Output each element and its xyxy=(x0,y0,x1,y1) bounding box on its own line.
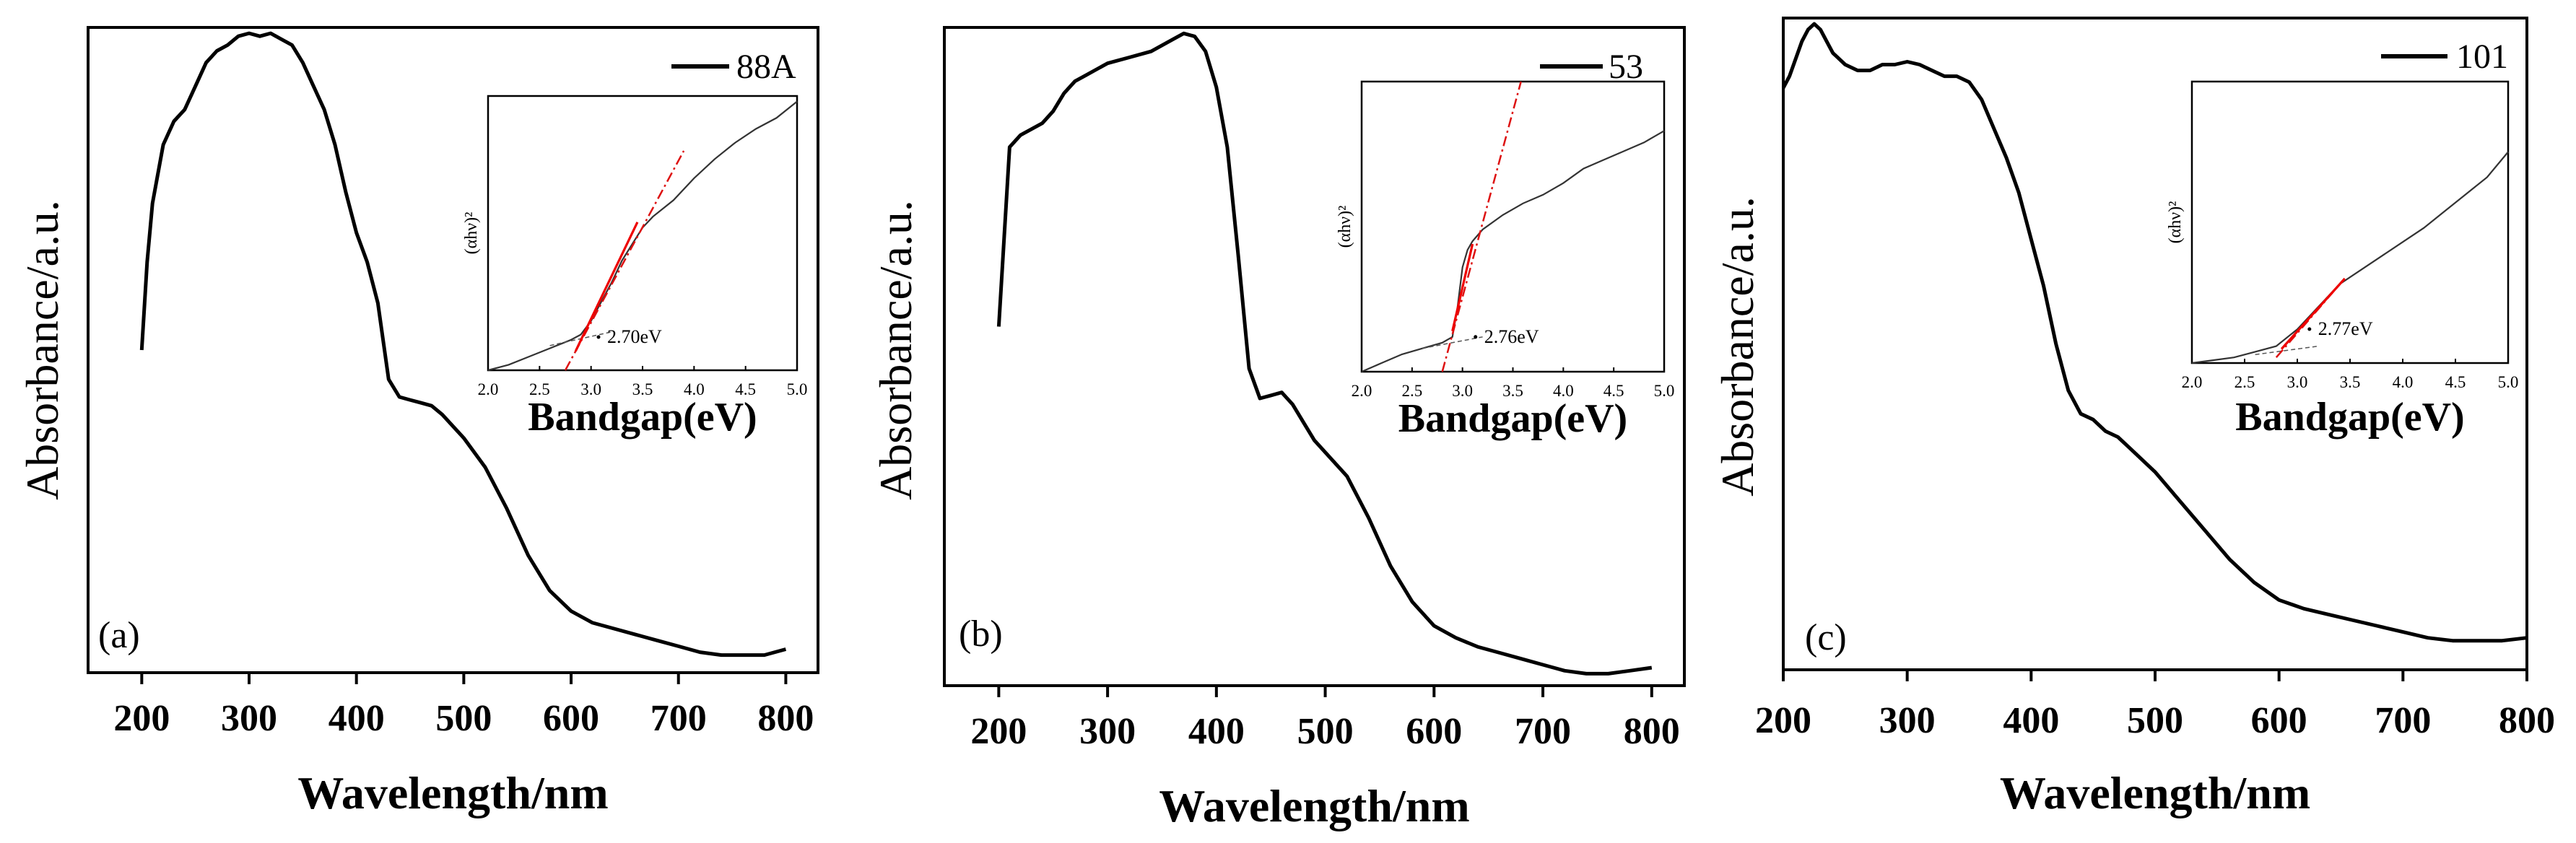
x-tick-label: 300 xyxy=(1079,711,1136,752)
inset-x-tick-label: 5.0 xyxy=(2498,373,2519,391)
inset-annotation-dot xyxy=(596,335,601,339)
inset-baseline-line xyxy=(2255,345,2319,356)
inset-y-axis-label: (αhν)² xyxy=(1336,206,1354,248)
inset-x-tick-label: 4.0 xyxy=(684,380,705,398)
inset-x-tick-label: 4.5 xyxy=(735,380,756,398)
inset-x-tick-label: 3.5 xyxy=(2340,373,2361,391)
x-axis-label: Wavelength/nm xyxy=(2000,767,2310,818)
inset-fit-segment xyxy=(574,222,639,352)
plot-frame xyxy=(943,26,1686,687)
inset-bandgap-annotation: 2.77eV xyxy=(2318,318,2373,339)
inset-x-tick-label: 2.5 xyxy=(2235,373,2255,391)
inset-x-tick-label: 4.0 xyxy=(2393,373,2414,391)
inset-fit-segment xyxy=(2280,277,2346,350)
legend-label: 101 xyxy=(2456,38,2508,76)
inset-x-axis-label: Bandgap(eV) xyxy=(2235,395,2464,440)
inset-x-tick-label: 5.0 xyxy=(1654,382,1675,400)
absorbance-curve xyxy=(996,31,1653,676)
absorbance-curve xyxy=(1781,22,2528,643)
x-tick-label: 200 xyxy=(970,711,1027,752)
inset-frame xyxy=(487,95,799,372)
inset-x-tick-label: 2.0 xyxy=(478,380,499,398)
inset-x-tick-label: 3.0 xyxy=(1452,382,1473,400)
inset-bandgap-annotation: 2.76eV xyxy=(1484,326,1539,347)
inset-x-tick-label: 2.5 xyxy=(1401,382,1422,400)
inset-x-tick-label: 3.5 xyxy=(1502,382,1523,400)
inset-x-tick-label: 4.0 xyxy=(1553,382,1574,400)
inset-tauc-curve xyxy=(487,100,798,372)
y-axis-label: Absorbance/a.u. xyxy=(870,200,921,500)
inset-x-tick-label: 3.5 xyxy=(632,380,653,398)
absorbance-curve xyxy=(139,31,787,658)
inset-y-axis-label: (αhν)² xyxy=(2166,201,2185,244)
x-tick-label: 300 xyxy=(221,698,277,739)
inset-y-axis-label: (αhν)² xyxy=(462,212,481,255)
panel-a: 200 300 400 500 600 700 800 Wavelength/nm Absorb… xyxy=(17,26,819,818)
panel-label: (a) xyxy=(98,615,140,656)
x-tick-label: 400 xyxy=(328,698,385,739)
inset-chart: 2.0 2.5 3.0 3.5 4.0 4.5 5.0 2.76eV Bandgap(eV) (α… xyxy=(1336,80,1675,441)
x-tick-label: 700 xyxy=(1515,711,1571,752)
inset-bandgap-annotation: 2.70eV xyxy=(607,326,662,347)
x-tick-label: 400 xyxy=(2003,700,2059,741)
legend-label: 53 xyxy=(1609,48,1643,86)
inset-x-tick-label: 2.0 xyxy=(1352,382,1372,400)
inset-tauc-curve xyxy=(2191,151,2509,364)
x-tick-label: 600 xyxy=(543,698,599,739)
panel-label: (c) xyxy=(1805,617,1847,658)
legend-label: 88A xyxy=(736,48,796,86)
panel-b: 200 300 400 500 600 700 800 Wavelength/nm Absorb… xyxy=(870,26,1686,831)
inset-annotation-dot xyxy=(2307,327,2312,331)
inset-x-tick-label: 2.5 xyxy=(529,380,550,398)
x-tick-label: 600 xyxy=(1406,711,1462,752)
x-tick-label: 700 xyxy=(650,698,707,739)
inset-x-tick-label: 2.0 xyxy=(2182,373,2203,391)
x-tick-label: 800 xyxy=(2499,700,2555,741)
x-tick-label: 600 xyxy=(2251,700,2307,741)
x-tick-label: 500 xyxy=(1297,711,1354,752)
x-tick-label: 300 xyxy=(1879,700,1936,741)
x-tick-label: 200 xyxy=(1755,700,1811,741)
inset-x-tick-label: 4.5 xyxy=(1604,382,1624,400)
inset-fit-segment xyxy=(1451,243,1474,332)
x-axis-label: Wavelength/nm xyxy=(297,767,608,818)
inset-x-tick-label: 3.0 xyxy=(2287,373,2308,391)
x-tick-label: 500 xyxy=(2127,700,2183,741)
x-axis-label: Wavelength/nm xyxy=(1159,780,1469,831)
inset-chart: 2.0 2.5 3.0 3.5 4.0 4.5 5.0 2.70eV Bandgap(eV) (α… xyxy=(462,95,808,440)
plot-frame xyxy=(87,26,819,674)
inset-x-axis-label: Bandgap(eV) xyxy=(1398,396,1627,441)
x-tick-label: 800 xyxy=(757,698,814,739)
inset-tangent-line xyxy=(1441,81,1522,372)
inset-baseline-line xyxy=(1422,336,1483,349)
x-tick-label: 400 xyxy=(1188,711,1245,752)
x-tick-label: 800 xyxy=(1624,711,1680,752)
x-tick-label: 200 xyxy=(113,698,170,739)
y-axis-label: Absorbance/a.u. xyxy=(17,200,68,500)
inset-frame xyxy=(1360,80,1666,373)
x-tick-label: 500 xyxy=(435,698,492,739)
inset-annotation-dot xyxy=(1474,335,1478,339)
y-axis-label: Absorbance/a.u. xyxy=(1712,196,1763,497)
inset-x-tick-label: 4.5 xyxy=(2445,373,2466,391)
panel-c: 200 300 400 500 600 700 800 Wavelength/nm Absorb… xyxy=(1712,17,2555,818)
inset-x-tick-label: 3.0 xyxy=(580,380,601,398)
panel-label: (b) xyxy=(959,613,1003,655)
inset-chart: 2.0 2.5 3.0 3.5 4.0 4.5 5.0 2.77eV Bandgap(eV) (α… xyxy=(2166,80,2519,440)
inset-x-tick-label: 5.0 xyxy=(787,380,808,398)
inset-x-axis-label: Bandgap(eV) xyxy=(528,395,757,440)
x-tick-label: 700 xyxy=(2375,700,2431,741)
